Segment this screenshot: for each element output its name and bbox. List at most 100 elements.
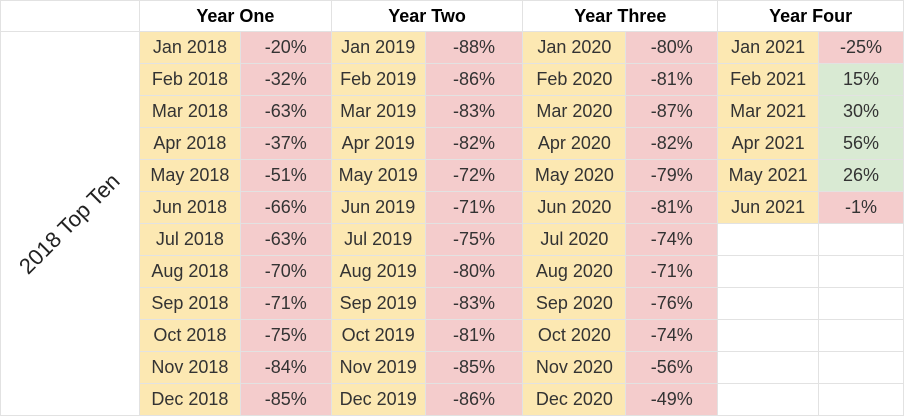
empty-cell[interactable] [717,319,820,352]
month-cell[interactable]: May 2018 [138,159,241,192]
change-cell[interactable]: -56% [625,351,719,384]
empty-cell[interactable] [717,287,820,320]
month-cell[interactable]: Jun 2019 [330,191,426,224]
empty-cell[interactable] [818,383,904,416]
month-cell[interactable]: Oct 2020 [522,319,627,352]
change-cell[interactable]: -66% [239,191,332,224]
change-cell[interactable]: -74% [625,319,719,352]
change-cell[interactable]: -87% [625,95,719,128]
change-cell[interactable]: -83% [424,287,524,320]
month-cell[interactable]: Feb 2018 [138,63,241,96]
change-cell[interactable]: 56% [818,127,904,160]
month-cell[interactable]: Feb 2021 [717,63,820,96]
month-cell[interactable]: Oct 2019 [330,319,426,352]
change-cell[interactable]: -85% [239,383,332,416]
change-cell[interactable]: -80% [424,255,524,288]
change-cell[interactable]: -82% [625,127,719,160]
change-cell[interactable]: -75% [424,223,524,256]
month-cell[interactable]: Apr 2019 [330,127,426,160]
change-cell[interactable]: -71% [424,191,524,224]
change-cell[interactable]: -86% [424,63,524,96]
month-cell[interactable]: Jan 2018 [138,31,241,64]
month-cell[interactable]: Nov 2020 [522,351,627,384]
change-cell[interactable]: -72% [424,159,524,192]
corner-cell[interactable] [0,0,140,32]
change-cell[interactable]: -88% [424,31,524,64]
change-cell[interactable]: -80% [625,31,719,64]
month-cell[interactable]: Mar 2018 [138,95,241,128]
empty-cell[interactable] [818,223,904,256]
empty-cell[interactable] [818,351,904,384]
change-cell[interactable]: -84% [239,351,332,384]
change-cell[interactable]: -63% [239,95,332,128]
empty-cell[interactable] [717,351,820,384]
change-cell[interactable]: -20% [239,31,332,64]
change-cell[interactable]: 26% [818,159,904,192]
change-cell[interactable]: -51% [239,159,332,192]
change-cell[interactable]: -74% [625,223,719,256]
month-cell[interactable]: Nov 2019 [330,351,426,384]
month-cell[interactable]: Sep 2020 [522,287,627,320]
month-cell[interactable]: Apr 2018 [138,127,241,160]
change-cell[interactable]: -76% [625,287,719,320]
change-cell[interactable]: -81% [625,63,719,96]
month-cell[interactable]: Dec 2019 [330,383,426,416]
month-cell[interactable]: Mar 2019 [330,95,426,128]
empty-cell[interactable] [717,223,820,256]
month-cell[interactable]: Sep 2019 [330,287,426,320]
change-cell[interactable]: -37% [239,127,332,160]
month-cell[interactable]: May 2019 [330,159,426,192]
change-cell[interactable]: -86% [424,383,524,416]
month-cell[interactable]: Jan 2020 [522,31,627,64]
month-cell[interactable]: Jan 2021 [717,31,820,64]
change-cell[interactable]: -85% [424,351,524,384]
year-two-header[interactable]: Year Two [330,0,524,32]
change-cell[interactable]: -75% [239,319,332,352]
change-cell[interactable]: -81% [424,319,524,352]
year-one-header[interactable]: Year One [138,0,332,32]
year-three-header[interactable]: Year Three [522,0,719,32]
change-cell[interactable]: -49% [625,383,719,416]
change-cell[interactable]: 30% [818,95,904,128]
change-cell[interactable]: -83% [424,95,524,128]
change-cell[interactable]: -79% [625,159,719,192]
month-cell[interactable]: Dec 2018 [138,383,241,416]
month-cell[interactable]: Jul 2019 [330,223,426,256]
month-cell[interactable]: Nov 2018 [138,351,241,384]
change-cell[interactable]: -1% [818,191,904,224]
empty-cell[interactable] [818,319,904,352]
month-cell[interactable]: Jul 2018 [138,223,241,256]
month-cell[interactable]: Feb 2020 [522,63,627,96]
empty-cell[interactable] [717,255,820,288]
month-cell[interactable]: Mar 2020 [522,95,627,128]
change-cell[interactable]: -63% [239,223,332,256]
month-cell[interactable]: Jun 2021 [717,191,820,224]
month-cell[interactable]: Jun 2018 [138,191,241,224]
month-cell[interactable]: Sep 2018 [138,287,241,320]
month-cell[interactable]: Jul 2020 [522,223,627,256]
month-cell[interactable]: Jan 2019 [330,31,426,64]
change-cell[interactable]: -82% [424,127,524,160]
change-cell[interactable]: -25% [818,31,904,64]
empty-cell[interactable] [818,287,904,320]
month-cell[interactable]: Aug 2018 [138,255,241,288]
change-cell[interactable]: -32% [239,63,332,96]
empty-cell[interactable] [818,255,904,288]
month-cell[interactable]: Oct 2018 [138,319,241,352]
month-cell[interactable]: Jun 2020 [522,191,627,224]
month-cell[interactable]: Aug 2020 [522,255,627,288]
month-cell[interactable]: May 2021 [717,159,820,192]
change-cell[interactable]: 15% [818,63,904,96]
month-cell[interactable]: Dec 2020 [522,383,627,416]
side-label-cell[interactable]: 2018 Top Ten [0,31,140,416]
month-cell[interactable]: Aug 2019 [330,255,426,288]
month-cell[interactable]: Apr 2020 [522,127,627,160]
month-cell[interactable]: Feb 2019 [330,63,426,96]
month-cell[interactable]: Mar 2021 [717,95,820,128]
year-four-header[interactable]: Year Four [717,0,904,32]
empty-cell[interactable] [717,383,820,416]
change-cell[interactable]: -70% [239,255,332,288]
change-cell[interactable]: -71% [239,287,332,320]
month-cell[interactable]: Apr 2021 [717,127,820,160]
change-cell[interactable]: -71% [625,255,719,288]
